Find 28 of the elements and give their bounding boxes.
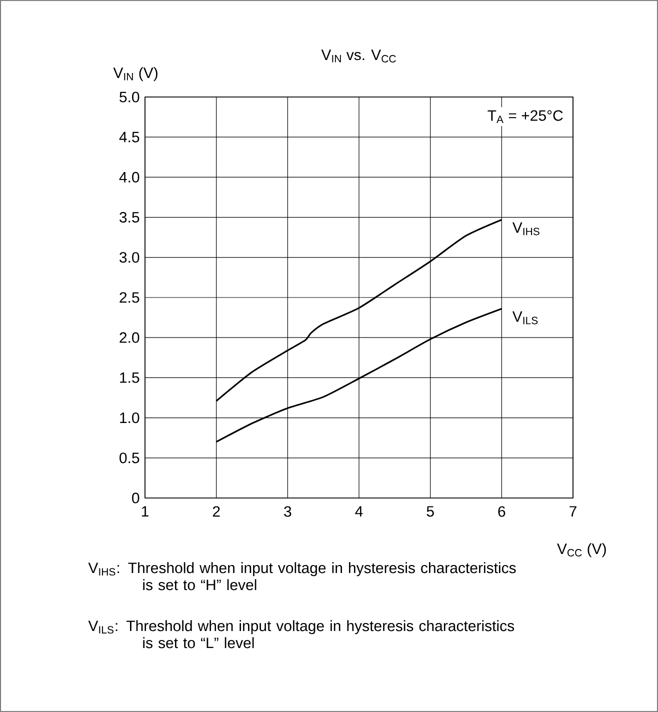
y-tick-label: 4.0 [119,172,140,182]
x-tick-label: 3 [284,506,292,517]
y-tick-label: 0.5 [120,452,140,464]
x-tick-label: 6 [498,506,506,517]
y-tick-label: 3.0 [120,252,140,263]
y-axis-title: V$_{IN}$ (V) [113,67,158,82]
x-axis-title: V$_{CC}$ (V) [557,543,606,558]
series-label: V$_{ILS}$ [512,311,538,324]
text: V$_{ILS}$: Threshold when input voltage in hysteresis characteristics is set to “L” level [88,620,514,648]
y-tick-label: 0 [132,492,140,504]
x-tick-label: 5 [426,506,434,517]
x-tick-label: 2 [212,506,220,517]
series-label: V$_{IHS}$ [512,222,540,236]
y-tick-label: 2.0 [120,332,140,343]
x-tick-label: 1 [142,506,148,517]
x-tick-label: 4 [355,506,363,517]
y-tick-label: 4.5 [119,132,140,142]
y-tick-label: 1.5 [120,372,140,383]
y-tick-label: 1.0 [120,412,140,424]
annotation: T$_{A}$ = +25°C [488,110,563,123]
text: V$_{IHS}$: Threshold when input voltage in hysteresis characteristics is set to “H” level [88,562,516,590]
line-series [216,308,502,443]
line-series [216,218,502,402]
y-tick-label: 5.0 [120,92,140,102]
y-tick-label: 2.5 [120,292,140,303]
y-tick-label: 3.5 [120,212,140,223]
x-tick-label: 7 [570,506,576,517]
chart-title: V$_{IN}$ vs. V$_{CC}$ [321,50,396,62]
